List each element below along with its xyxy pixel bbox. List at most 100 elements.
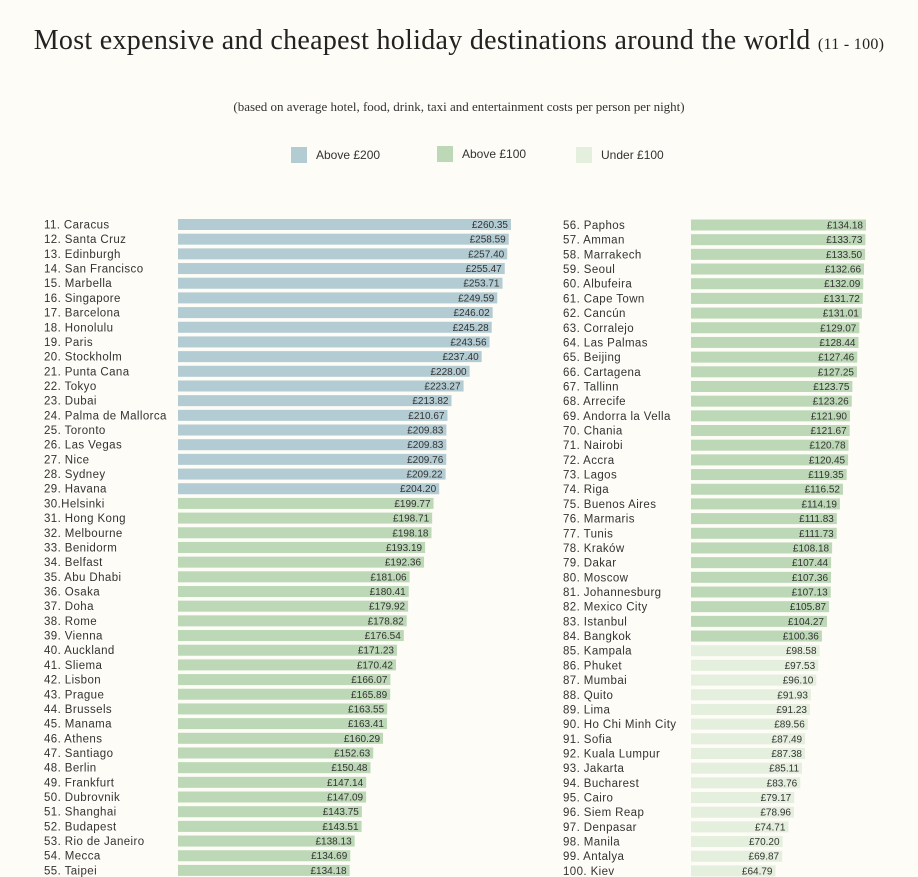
bar-label-78: 78. Kraków [563,543,625,555]
bar-82 [691,601,830,613]
bar-94 [691,777,801,789]
bar-26 [178,439,447,451]
legend-swatch-under-100 [576,147,592,163]
bar-91 [691,733,806,745]
bar-value-65: £127.46 [818,353,855,364]
bar-value-74: £116.52 [805,485,841,496]
bar-label-42: 42. Lisbon [44,675,101,687]
bar-label-16: 16. Singapore [44,293,121,305]
bar-value-72: £120.45 [809,455,846,466]
bar-value-80: £107.36 [792,573,829,584]
bar-value-59: £132.66 [825,265,862,276]
bar-value-11: £260.35 [472,220,509,231]
bar-label-56: 56. Paphos [563,220,625,232]
bar-label-95: 95. Cairo [563,793,613,805]
bar-label-62: 62. Cancún [563,308,626,320]
bar-30 [178,497,434,509]
bar-label-15: 15. Marbella [44,278,112,290]
bar-value-93: £85.11 [769,764,799,775]
bar-value-27: £209.76 [407,455,444,466]
bar-value-71: £120.78 [809,441,846,452]
bar-51 [178,806,362,818]
bar-label-25: 25. Toronto [44,425,106,437]
bar-label-29: 29. Havana [44,484,107,496]
bar-value-28: £209.22 [406,470,443,481]
bar-55 [178,864,350,876]
bar-90 [691,718,808,730]
bar-label-26: 26. Las Vegas [44,440,122,452]
bar-value-40: £171.23 [358,646,395,657]
bar-38 [178,615,407,627]
bar-28 [178,468,446,480]
bar-24 [178,409,448,421]
bar-label-52: 52. Budapest [44,821,117,833]
bar-value-64: £128.44 [819,338,856,349]
bar-label-91: 91. Sofia [563,734,612,746]
bar-value-19: £243.56 [450,337,487,348]
bar-label-51: 51. Shanghai [44,807,117,819]
bar-label-74: 74. Riga [563,484,609,496]
bar-label-17: 17. Barcelona [44,308,120,320]
bar-label-82: 82. Mexico City [563,602,648,614]
bar-43 [178,688,391,700]
bar-value-66: £127.25 [818,367,855,378]
bar-76 [691,513,837,525]
bar-83 [691,615,827,627]
bar-value-51: £143.75 [323,807,360,818]
bar-label-89: 89. Lima [563,704,611,716]
bar-value-69: £121.90 [811,411,848,422]
bar-label-70: 70. Chania [563,426,623,438]
bar-label-37: 37. Doha [44,601,94,613]
bar-label-94: 94. Bucharest [563,778,640,790]
bar-value-60: £132.09 [824,279,861,290]
bar-value-22: £223.27 [424,381,461,392]
bar-18 [178,321,492,333]
bar-label-11: 11. Caracus [44,220,110,232]
bar-16 [178,292,498,304]
legend-item-above-100: Above £100 [437,146,526,162]
bar-value-48: £150.48 [331,763,368,774]
bar-95 [691,792,795,804]
bar-58 [691,248,866,260]
bar-value-55: £134.18 [310,866,347,877]
bar-32 [178,527,432,539]
bar-40 [178,644,398,656]
bar-value-84: £100.36 [783,632,820,643]
bar-label-38: 38. Rome [44,616,97,628]
bar-value-67: £123.75 [813,382,850,393]
bar-98 [691,836,783,848]
bar-value-21: £228.00 [430,367,467,378]
bar-value-83: £104.27 [788,617,825,628]
bar-66 [691,366,857,378]
bar-96 [691,806,794,818]
bar-value-15: £253.71 [463,279,500,290]
bar-value-13: £257.40 [468,249,505,260]
bar-value-20: £237.40 [442,352,479,363]
bar-label-77: 77. Tunis [563,528,613,540]
bar-label-36: 36. Osaka [44,587,100,599]
bar-label-43: 43. Prague [44,689,104,701]
bar-60 [691,278,864,290]
bar-label-90: 90. Ho Chi Minh City [563,719,676,731]
bar-value-18: £245.28 [453,323,490,334]
bar-value-32: £198.18 [392,528,429,539]
bar-value-70: £121.67 [811,426,848,437]
bar-label-23: 23. Dubai [44,396,97,408]
bar-69 [691,410,850,422]
bar-39 [178,630,404,642]
bar-89 [691,703,810,715]
bar-37 [178,600,409,612]
bar-label-49: 49. Frankfurt [44,777,115,789]
bar-label-40: 40. Auckland [44,645,115,657]
bar-label-69: 69. Andorra la Vella [563,411,671,423]
bar-value-73: £119.35 [808,470,844,481]
bar-57 [691,234,866,246]
bar-value-100: £64.79 [742,866,773,877]
bar-label-18: 18. Honolulu [44,322,113,334]
bar-value-56: £134.18 [827,221,864,232]
bar-70 [691,425,850,437]
bar-label-21: 21. Punta Cana [44,366,130,378]
bar-71 [691,439,849,451]
legend-label-above-200: Above £200 [316,148,381,162]
bar-value-88: £91.93 [777,690,808,701]
